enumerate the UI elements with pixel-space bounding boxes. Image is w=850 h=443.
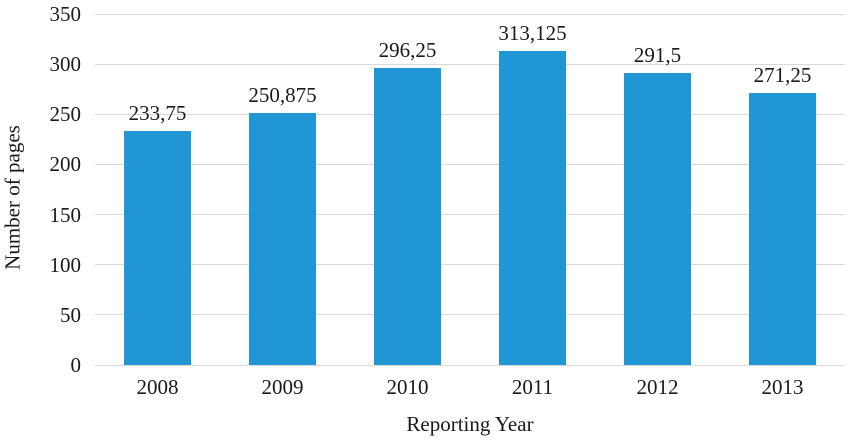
x-tick-label: 2008: [136, 375, 179, 399]
bar-2010: [374, 67, 441, 365]
x-tick-label: 2013: [761, 375, 804, 399]
gridline: [95, 113, 845, 115]
y-tick-label: 100: [49, 252, 82, 277]
bar-2012: [624, 72, 691, 365]
bar-value-label: 271,25: [753, 62, 812, 87]
y-tick-label: 0: [70, 353, 82, 377]
y-tick-label: 250: [49, 102, 82, 127]
y-tick-label: 150: [49, 202, 82, 227]
bar-value-label: 313,125: [498, 20, 567, 45]
gridline: [95, 13, 845, 15]
x-tick-label: 2009: [261, 375, 304, 399]
x-tick-label: 2010: [386, 375, 429, 399]
gridline: [95, 163, 845, 165]
x-axis-title: Reporting Year: [406, 412, 534, 436]
y-tick-label: 200: [49, 152, 82, 177]
bar-2011: [499, 50, 566, 365]
bar-2009: [249, 113, 316, 365]
gridline: [95, 63, 845, 65]
bar-value-label: 233,75: [128, 100, 187, 125]
y-tick-label: 50: [60, 302, 81, 327]
y-tick-label: 350: [49, 2, 82, 26]
bar-value-label: 291,5: [633, 42, 682, 67]
bar-2008: [124, 130, 191, 365]
bar-value-label: 250,875: [248, 83, 317, 108]
bar-value-label: 296,25: [378, 37, 437, 62]
gridline: [95, 214, 845, 216]
gridline: [95, 364, 845, 366]
gridline: [95, 314, 845, 316]
bar-2013: [749, 92, 816, 365]
y-tick-label: 300: [49, 52, 82, 77]
x-tick-label: 2011: [511, 375, 554, 399]
x-tick-label: 2012: [636, 375, 679, 399]
gridline: [95, 264, 845, 266]
